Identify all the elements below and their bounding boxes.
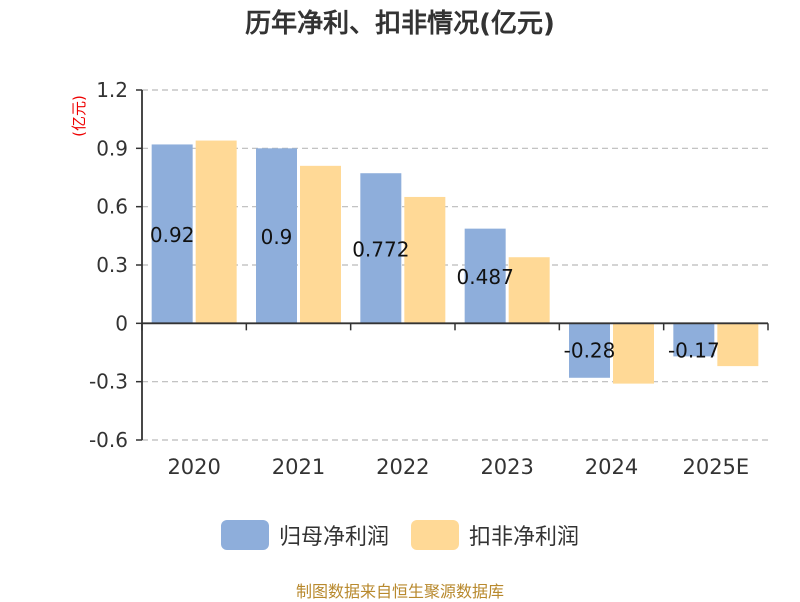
y-tick-label: 0.6 xyxy=(96,195,128,219)
data-label: 0.487 xyxy=(457,265,514,289)
data-label: -0.17 xyxy=(668,338,720,362)
y-tick-label: -0.3 xyxy=(89,370,128,394)
bar-series-2 xyxy=(300,165,341,324)
legend-item-series-2[interactable]: 扣非净利润 xyxy=(411,519,579,551)
legend-swatch-series-1 xyxy=(220,520,269,550)
bars xyxy=(151,140,759,384)
bar-series-1 xyxy=(151,144,193,324)
bar-series-1 xyxy=(569,323,610,378)
bar-series-2 xyxy=(195,140,237,324)
bar-series-1 xyxy=(673,323,715,357)
bar-series-1 xyxy=(360,173,402,324)
x-tick-label: 2021 xyxy=(272,455,325,479)
chart-title: 历年净利、扣非情况(亿元) xyxy=(245,9,555,39)
data-label: 0.772 xyxy=(352,237,409,261)
y-tick-label: 0.9 xyxy=(96,136,128,160)
legend-label-series-2: 扣非净利润 xyxy=(469,525,580,550)
bar-series-2 xyxy=(717,323,759,367)
y-axis-label: (亿元) xyxy=(70,95,88,137)
bar-series-2 xyxy=(613,323,654,384)
source-note: 制图数据来自恒生聚源数据库 xyxy=(295,582,504,601)
bar-series-2 xyxy=(404,196,446,324)
gridlines xyxy=(142,89,768,441)
y-tick-label: 0.3 xyxy=(96,253,128,277)
bar-series-2 xyxy=(508,257,550,324)
bar-series-1 xyxy=(256,148,297,324)
legend-swatch-series-2 xyxy=(411,520,459,550)
data-labels: 0.92 0.9 0.772 0.487 -0.28 -0.17 xyxy=(150,223,720,362)
data-label: 0.9 xyxy=(261,225,293,249)
data-label: 0.92 xyxy=(150,223,195,247)
legend-label-series-1: 归母净利润 xyxy=(278,525,389,550)
axes: 1.2 0.9 0.6 0.3 0 -0.3 -0.6 2020 2021 2022 2023 202… xyxy=(70,78,769,479)
x-tick-label: 2025E xyxy=(682,455,749,479)
y-tick-label: -0.6 xyxy=(89,428,128,452)
x-tick-label: 2022 xyxy=(376,455,429,479)
legend: 归母净利润 扣非净利润 xyxy=(0,518,800,552)
x-tick-label: 2024 xyxy=(585,455,638,479)
x-tick-label: 2023 xyxy=(480,455,533,479)
bar-series-1 xyxy=(464,228,506,324)
y-tick-label: 0 xyxy=(115,311,128,335)
x-tick-label: 2020 xyxy=(167,455,220,479)
data-label: -0.28 xyxy=(564,338,616,362)
y-tick-label: 1.2 xyxy=(96,78,128,102)
legend-item-series-1[interactable]: 归母净利润 xyxy=(220,519,389,551)
